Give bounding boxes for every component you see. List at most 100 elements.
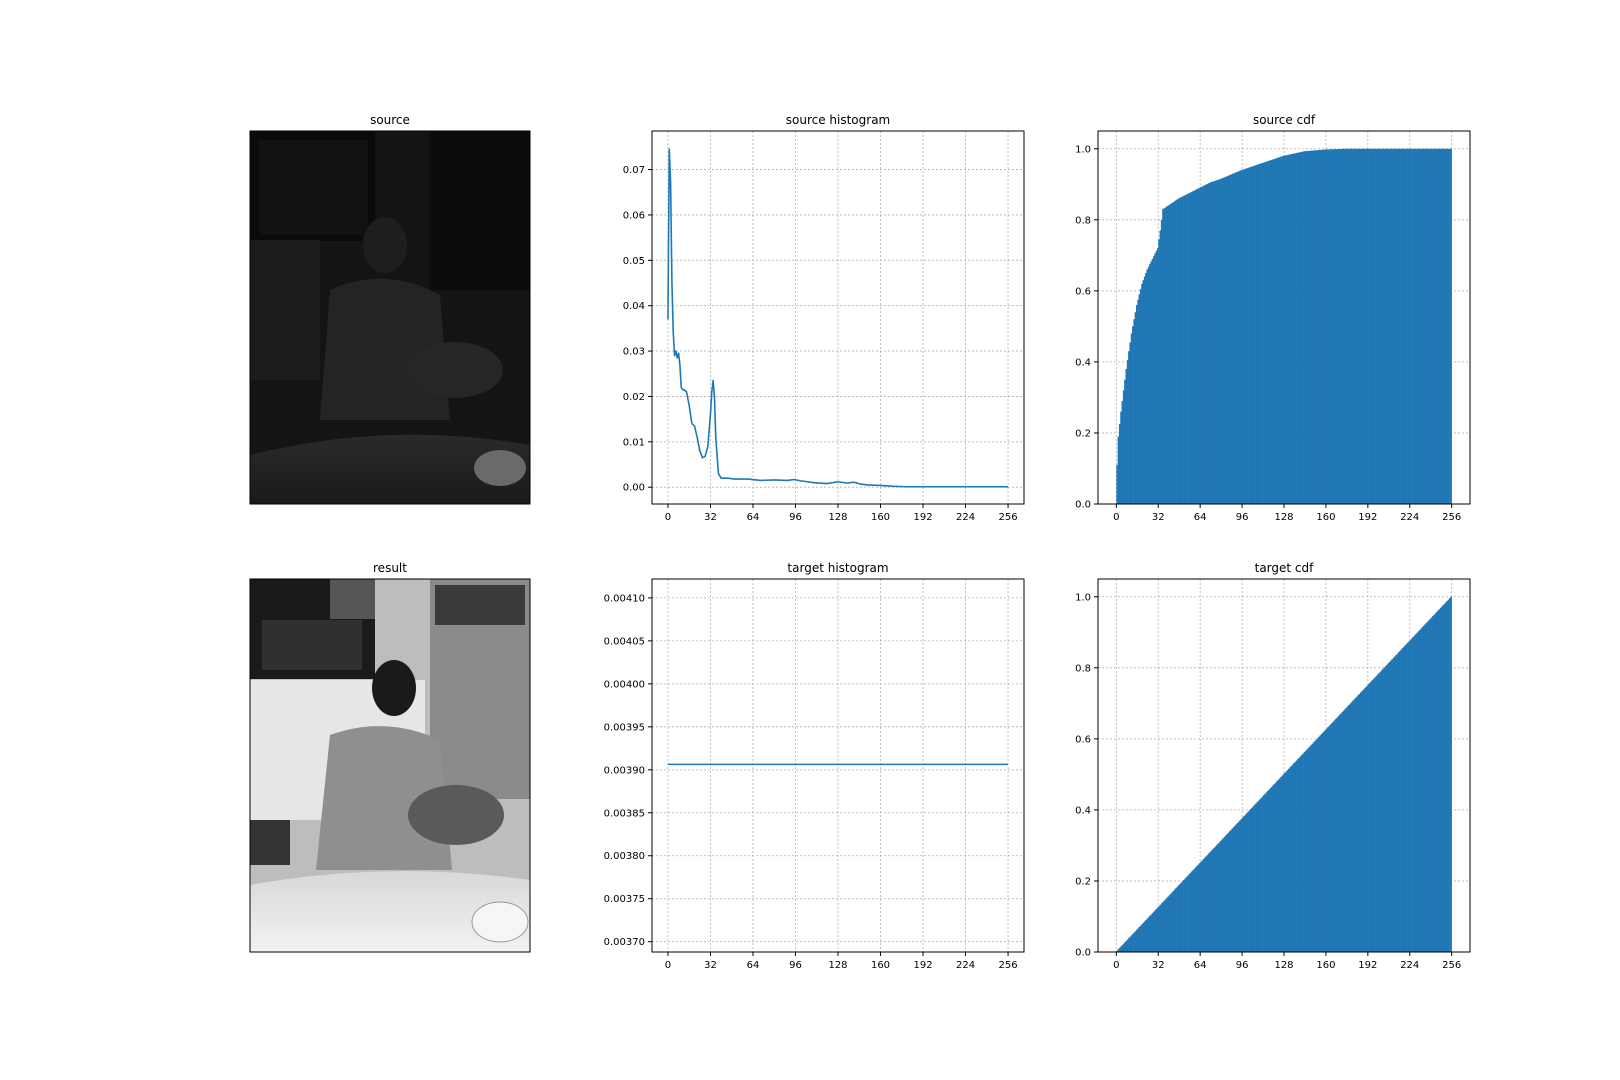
cdf-bar xyxy=(1404,645,1407,952)
cdf-bar xyxy=(1378,148,1380,504)
cdf-bar xyxy=(1204,857,1206,952)
cdf-bar xyxy=(1390,148,1392,504)
cdf-bar xyxy=(1312,150,1315,504)
cdf-bar xyxy=(1265,161,1268,504)
cdf-bar xyxy=(1384,666,1387,952)
cdf-bar xyxy=(1359,148,1362,504)
cdf-bar xyxy=(1361,148,1363,504)
cdf-bar xyxy=(1325,728,1328,952)
cdf-bar xyxy=(1333,149,1336,504)
cdf-bar xyxy=(1281,775,1283,952)
cdf-bar xyxy=(1345,707,1348,952)
cdf-bar xyxy=(1133,932,1135,952)
cdf-bar xyxy=(1425,623,1428,952)
x-tick-label: 256 xyxy=(999,512,1018,523)
cdf-bar xyxy=(1214,180,1217,504)
cdf-bar xyxy=(1179,884,1181,952)
cdf-bar xyxy=(1421,627,1424,952)
cdf-bar xyxy=(1320,734,1323,952)
cdf-bar xyxy=(1409,639,1412,952)
cdf-bar xyxy=(1357,148,1359,504)
cdf-bar xyxy=(1417,148,1420,504)
cdf-bar xyxy=(1139,289,1142,504)
cdf-bar xyxy=(1132,933,1134,952)
cdf-bar xyxy=(1193,190,1196,504)
cdf-bar xyxy=(1394,148,1396,504)
y-tick-label: 0.00 xyxy=(623,483,645,494)
cdf-bar xyxy=(1341,711,1344,952)
cdf-bar xyxy=(1400,649,1403,952)
x-tick-label: 0 xyxy=(1113,960,1119,971)
series-line xyxy=(667,148,1009,488)
cdf-bar xyxy=(1126,360,1129,504)
cdf-bar xyxy=(1438,148,1441,504)
cdf-bar xyxy=(1331,723,1333,952)
cdf-bar xyxy=(1356,148,1358,504)
cdf-bar xyxy=(1247,167,1249,504)
cdf-bar xyxy=(1450,596,1452,952)
cdf-bar xyxy=(1365,686,1367,952)
cdf-bar xyxy=(1234,825,1236,952)
cdf-bar xyxy=(1193,868,1196,952)
cdf-bar xyxy=(1387,148,1390,504)
cdf-bar xyxy=(1298,757,1300,952)
cdf-bar xyxy=(1185,877,1188,952)
cdf-bar xyxy=(1318,150,1320,504)
cdf-bar xyxy=(1134,931,1137,952)
x-tick-label: 0 xyxy=(665,512,671,523)
x-tick-label: 224 xyxy=(956,960,975,971)
cdf-bar xyxy=(1246,168,1248,505)
cdf-bar xyxy=(1134,312,1137,504)
cdf-bar xyxy=(1122,390,1125,504)
x-tick-label: 192 xyxy=(1358,512,1377,523)
cdf-bar xyxy=(1418,630,1421,952)
cdf-bar xyxy=(1218,179,1221,504)
cdf-bar xyxy=(1363,148,1366,504)
cdf-bar xyxy=(1141,924,1143,952)
cdf-bar xyxy=(1122,943,1125,952)
chart-source-cdf: source cdf 0 32 64 96 128 160 192 224 256 0.0 0.2 0.… xyxy=(1075,113,1471,523)
cdf-bar xyxy=(1223,177,1226,504)
cdf-bar xyxy=(1332,149,1335,505)
cdf-bar xyxy=(1366,148,1369,504)
cdf-bar xyxy=(1251,166,1253,504)
source-photo xyxy=(249,130,531,505)
cdf-bar xyxy=(1307,748,1310,952)
cdf-bar xyxy=(1293,153,1295,504)
cdf-bar xyxy=(1315,150,1317,505)
cdf-bar xyxy=(1261,796,1264,952)
x-tick-label: 224 xyxy=(1400,960,1419,971)
cdf-bar xyxy=(1370,148,1373,504)
cdf-bar xyxy=(1150,914,1152,952)
cdf-bar xyxy=(1329,724,1332,952)
cdf-bar xyxy=(1375,148,1378,504)
cdf-bar xyxy=(1286,770,1289,952)
y-tick-label: 1.0 xyxy=(1075,592,1091,603)
chart-title: source histogram xyxy=(786,113,891,127)
cdf-bar xyxy=(1256,164,1259,504)
cdf-bar xyxy=(1339,714,1341,952)
cdf-bar xyxy=(1170,893,1172,952)
cdf-bar xyxy=(1264,162,1266,505)
cdf-bar xyxy=(1361,691,1363,952)
cdf-bar xyxy=(1435,612,1438,952)
cdf-bar xyxy=(1371,148,1374,504)
chart-title: target histogram xyxy=(787,561,888,575)
cdf-bar xyxy=(1155,250,1158,504)
cdf-bar xyxy=(1179,197,1181,504)
cdf-bar xyxy=(1135,305,1138,504)
cdf-bar xyxy=(1151,913,1154,952)
cdf-bar xyxy=(1222,838,1224,952)
cdf-bar xyxy=(1228,175,1231,505)
cdf-bar xyxy=(1162,209,1164,504)
cdf-bar xyxy=(1339,148,1341,504)
cdf-bar xyxy=(1163,208,1166,504)
cdf-bar xyxy=(1231,173,1234,504)
cdf-bar xyxy=(1286,155,1289,504)
cdf-bar xyxy=(1240,170,1243,505)
cdf-bar xyxy=(1146,269,1149,504)
cdf-bar xyxy=(1285,771,1287,952)
x-tick-label: 128 xyxy=(828,960,847,971)
cdf-bar xyxy=(1349,148,1352,504)
cdf-bar xyxy=(1183,879,1185,952)
